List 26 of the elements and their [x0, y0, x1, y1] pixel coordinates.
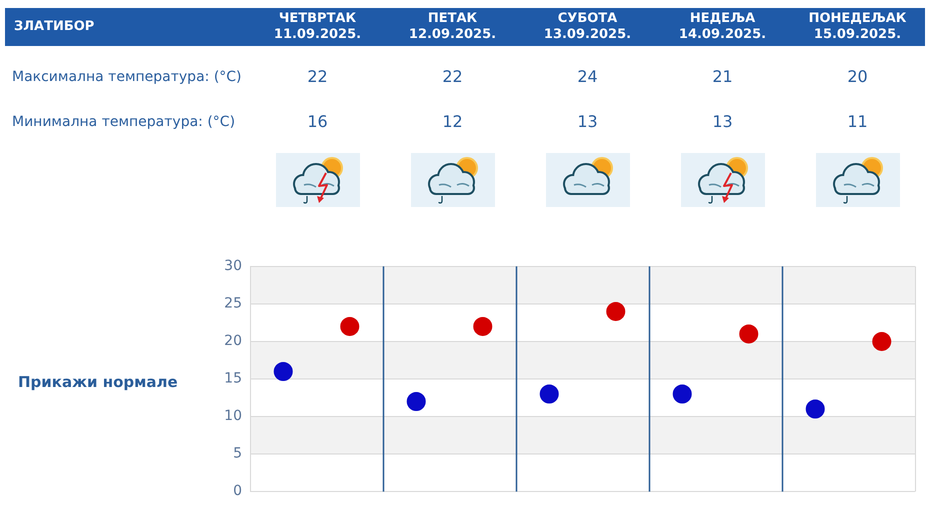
data-label: 22: [441, 67, 464, 87]
data-label: 20: [846, 67, 869, 87]
y-tick-label: 10: [224, 408, 242, 424]
y-tick-label: 30: [224, 258, 242, 274]
text: Максимална температура: (°C): [12, 68, 242, 87]
data-label: 16: [306, 112, 329, 132]
data-label: 11: [846, 112, 869, 132]
data-label: 13: [576, 112, 599, 132]
data-label: 12: [441, 112, 464, 132]
text: Минимална температура: (°C): [12, 113, 236, 132]
y-tick-label: 15: [224, 370, 242, 387]
y-tick-label: 25: [224, 296, 242, 312]
text: ЗЛАТИБОР: [14, 18, 94, 36]
text: ПОНЕДЕЉАК 15.09.2025.: [808, 11, 908, 43]
data-label: 21: [711, 67, 734, 87]
data-label: 22: [306, 67, 329, 87]
data-label: 24: [576, 67, 599, 87]
text: ПЕТАК 12.09.2025.: [408, 11, 498, 43]
text: НЕДЕЉА 14.09.2025.: [678, 11, 768, 43]
text: СУБОТА 13.09.2025.: [542, 11, 632, 43]
text: ЧЕТВРТАК 11.09.2025.: [272, 11, 362, 43]
y-tick-label: 20: [224, 333, 242, 350]
y-tick-label: 5: [233, 446, 242, 462]
y-tick-label: 0: [233, 483, 242, 500]
text: Прикажи нормале: [18, 372, 178, 392]
data-label: 13: [711, 112, 734, 132]
